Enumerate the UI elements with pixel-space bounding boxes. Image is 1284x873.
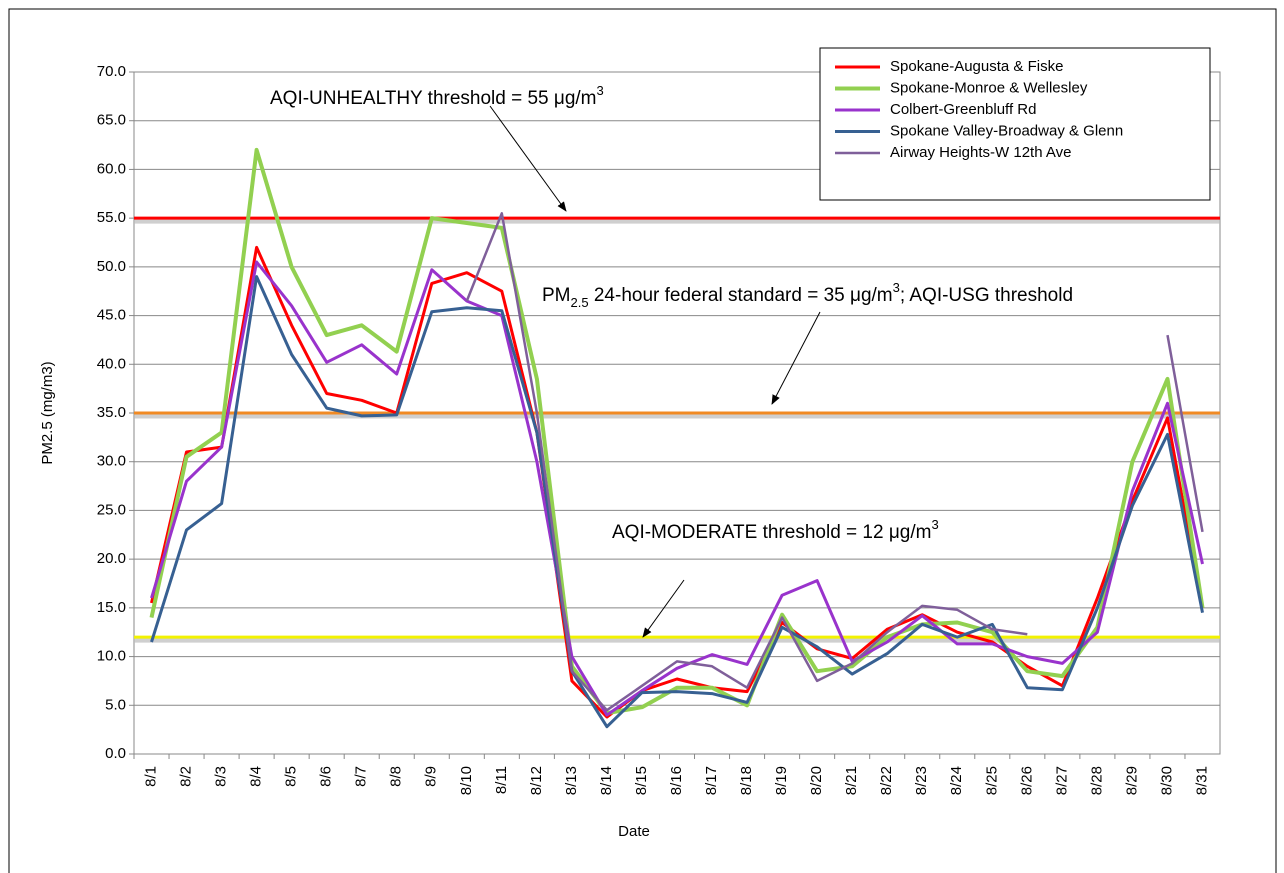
- annotation: AQI-MODERATE threshold = 12 μg/m3: [612, 517, 939, 543]
- x-tick-label: 8/3: [213, 766, 230, 787]
- y-tick-label: 45.0: [97, 307, 126, 324]
- x-tick-label: 8/13: [563, 766, 580, 795]
- annotation-part: 3: [931, 517, 938, 532]
- x-tick-label: 8/2: [178, 766, 195, 787]
- y-tick-label: 0.0: [105, 745, 126, 762]
- annotation: PM2.5 24-hour federal standard = 35 μg/m…: [542, 280, 1073, 310]
- x-tick-label: 8/10: [458, 766, 475, 795]
- y-tick-label: 20.0: [97, 550, 126, 567]
- series-line: [150, 245, 1204, 719]
- y-tick-label: 40.0: [97, 355, 126, 372]
- legend: [819, 47, 1211, 201]
- y-tick-label: 30.0: [97, 453, 126, 470]
- series-line: [465, 212, 1204, 712]
- annotations: AQI-UNHEALTHY threshold = 55 μg/m3PM2.5 …: [270, 83, 1073, 543]
- legend-label: Spokane Valley-Broadway & Glenn: [890, 122, 1123, 139]
- x-tick-label: 8/26: [1018, 766, 1035, 795]
- x-tick-label: 8/27: [1053, 766, 1070, 795]
- y-tick-label: 55.0: [97, 209, 126, 226]
- arrow: [489, 105, 567, 212]
- x-tick-label: 8/7: [353, 766, 370, 787]
- annotation-part: AQI-UNHEALTHY threshold = 55 μg/m: [270, 88, 597, 109]
- x-tick-label: 8/28: [1088, 766, 1105, 795]
- arrow: [771, 311, 821, 405]
- annotation-part: AQI-MODERATE threshold = 12 μg/m: [612, 522, 931, 543]
- x-tick-label: 8/22: [878, 766, 895, 795]
- x-tick-label: 8/17: [703, 766, 720, 795]
- x-tick-label: 8/5: [283, 766, 300, 787]
- legend-label: Spokane-Monroe & Wellesley: [890, 79, 1088, 96]
- ticks: 0.0 5.0 10.0 15.0 20.0 25.0 30.0 35.0 40.0 45.0 50…: [97, 63, 1211, 795]
- y-tick-label: 5.0: [105, 696, 126, 713]
- x-tick-label: 8/12: [528, 766, 545, 795]
- x-axis-label: Date: [618, 823, 650, 840]
- y-tick-label: 35.0: [97, 404, 126, 421]
- x-tick-label: 8/15: [633, 766, 650, 795]
- lines: [149, 147, 1205, 729]
- x-tick-label: 8/1: [142, 766, 159, 787]
- x-tick-label: 8/19: [773, 766, 790, 795]
- annotation-part: PM: [542, 285, 571, 306]
- annotation-part: ; AQI-USG threshold: [900, 285, 1073, 306]
- y-tick-label: 60.0: [97, 160, 126, 177]
- y-tick-label: 50.0: [97, 258, 126, 275]
- frame: [8, 8, 1277, 873]
- annotation-part: 2.5: [571, 295, 589, 310]
- x-tick-label: 8/30: [1158, 766, 1175, 795]
- annotation-part: 24-hour federal standard = 35 μg/m: [589, 285, 893, 306]
- series-line: [150, 275, 1204, 729]
- annotation-part: 3: [597, 83, 604, 98]
- annotation-part: 3: [893, 280, 900, 295]
- x-tick-label: 8/9: [423, 766, 440, 787]
- x-tick-label: 8/6: [318, 766, 335, 787]
- legend-label: Airway Heights-W 12th Ave: [890, 144, 1071, 161]
- legend-label: Spokane-Augusta & Fiske: [890, 58, 1063, 75]
- legend-label: Colbert-Greenbluff Rd: [890, 101, 1036, 118]
- arrow: [642, 579, 685, 638]
- series-line: [149, 147, 1205, 716]
- x-tick-label: 8/18: [738, 766, 755, 795]
- x-tick-label: 8/14: [598, 766, 615, 795]
- x-tick-label: 8/11: [493, 766, 510, 794]
- x-tick-label: 8/21: [843, 766, 860, 795]
- x-tick-label: 8/24: [948, 766, 965, 795]
- x-tick-label: 8/8: [388, 766, 405, 787]
- x-tick-label: 8/29: [1123, 766, 1140, 795]
- x-tick-label: 8/23: [913, 766, 930, 795]
- x-tick-label: 8/20: [808, 766, 825, 795]
- thresholds: [134, 216, 1220, 643]
- y-tick-label: 10.0: [97, 648, 126, 665]
- x-tick-label: 8/4: [248, 766, 265, 787]
- y-tick-label: 15.0: [97, 599, 126, 616]
- x-tick-label: 8/25: [983, 766, 1000, 795]
- x-tick-label: 8/16: [668, 766, 685, 795]
- y-tick-label: 70.0: [97, 63, 126, 80]
- annotation: AQI-UNHEALTHY threshold = 55 μg/m3: [270, 83, 604, 109]
- x-tick-label: 8/31: [1193, 766, 1210, 795]
- legend-entries: Spokane-Augusta & Fiske Spokane-Monroe & …: [835, 58, 1123, 161]
- series-line: [150, 260, 1204, 717]
- y-axis-label: PM2.5 (mg/m3): [39, 361, 56, 464]
- y-tick-label: 65.0: [97, 112, 126, 129]
- y-tick-label: 25.0: [97, 501, 126, 518]
